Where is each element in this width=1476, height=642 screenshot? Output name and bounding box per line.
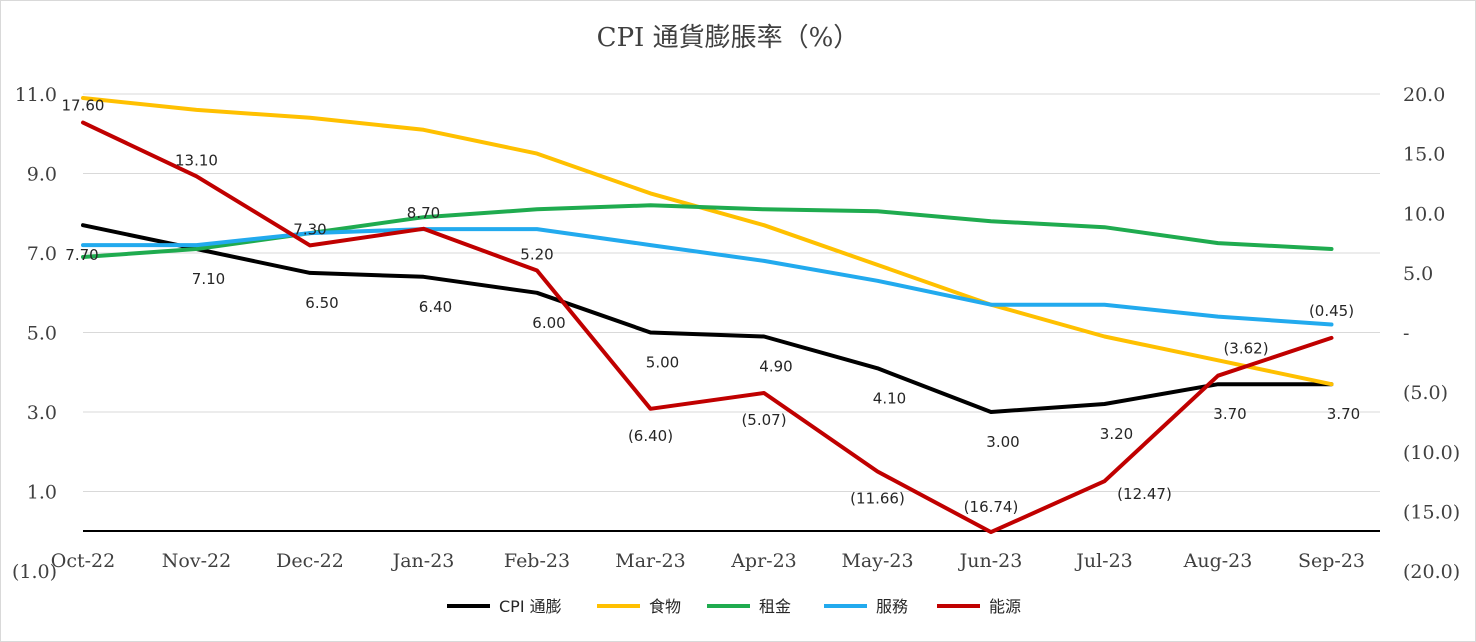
energy-data-label: 5.20 — [520, 245, 553, 263]
series-line — [81, 120, 1334, 535]
energy-data-label: (3.62) — [1223, 340, 1268, 358]
cpi-data-label: 4.90 — [759, 357, 792, 375]
legend: CPI 通膨 食物 租金 服務 能源 — [447, 597, 1021, 616]
legend-label: 租金 — [759, 597, 791, 616]
series-line — [81, 227, 1334, 327]
x-tick-label: Oct-22 — [51, 550, 115, 572]
left-tick-label: 9.0 — [27, 164, 57, 186]
cpi-data-label: 3.20 — [1100, 425, 1133, 443]
x-axis: Oct-22 Nov-22 Dec-22 Jan-23 Feb-23 Mar-23 Apr-… — [51, 550, 1365, 572]
x-tick-label: May-23 — [841, 550, 913, 572]
cpi-data-label: 5.00 — [646, 354, 679, 372]
series-line — [81, 223, 1334, 414]
data-labels: 7.70 7.10 6.50 6.40 6.00 5.00 4.90 4.10 3.00 3.20… — [62, 97, 1361, 517]
legend-label: CPI 通膨 — [499, 597, 562, 616]
x-tick-label: Jun-23 — [958, 550, 1023, 572]
right-tick-label: (5.0) — [1403, 382, 1448, 404]
energy-data-label: 7.30 — [293, 220, 326, 238]
right-tick-label: - — [1403, 323, 1409, 345]
legend-label: 食物 — [649, 597, 681, 616]
x-tick-label: Aug-23 — [1183, 550, 1253, 572]
cpi-data-label: 7.10 — [192, 270, 225, 288]
cpi-data-label: 3.00 — [986, 433, 1019, 451]
legend-label: 能源 — [989, 597, 1021, 616]
energy-data-label: (11.66) — [850, 490, 905, 508]
right-tick-label: (20.0) — [1403, 561, 1460, 583]
cpi-data-label: 3.70 — [1213, 405, 1246, 423]
left-tick-label: 7.0 — [27, 243, 57, 265]
cpi-data-label: 3.70 — [1327, 405, 1360, 423]
cpi-data-label: 7.70 — [65, 246, 98, 264]
left-tick-label: 3.0 — [27, 402, 57, 424]
left-tick-label: 5.0 — [27, 323, 57, 345]
x-tick-label: Feb-23 — [504, 550, 570, 572]
series-line — [81, 203, 1334, 259]
right-tick-label: 10.0 — [1403, 203, 1445, 225]
x-tick-label: Mar-23 — [615, 550, 685, 572]
series-lines — [81, 96, 1334, 535]
energy-data-label: (12.47) — [1117, 485, 1172, 503]
energy-data-label: (0.45) — [1309, 302, 1354, 320]
chart-title: CPI 通貨膨脹率（%） — [597, 23, 860, 53]
left-tick-label: (1.0) — [12, 561, 57, 583]
x-tick-label: Dec-22 — [276, 550, 344, 572]
right-tick-label: (15.0) — [1403, 501, 1460, 523]
energy-data-label: 17.60 — [62, 97, 105, 115]
energy-data-label: (16.74) — [964, 498, 1019, 516]
cpi-data-label: 6.40 — [419, 298, 452, 316]
energy-data-label: (6.40) — [628, 427, 673, 445]
gridlines — [83, 93, 1380, 492]
energy-data-label: 8.70 — [407, 204, 440, 222]
right-tick-label: 20.0 — [1403, 84, 1445, 106]
energy-data-label: (5.07) — [741, 411, 786, 429]
left-y-axis: (1.0) 1.0 3.0 5.0 7.0 9.0 11.0 — [12, 84, 57, 583]
left-tick-label: 1.0 — [27, 482, 57, 504]
cpi-data-label: 6.00 — [532, 314, 565, 332]
cpi-data-label: 6.50 — [305, 294, 338, 312]
x-tick-label: Apr-23 — [730, 550, 797, 572]
right-tick-label: 15.0 — [1403, 144, 1445, 166]
right-y-axis: (20.0) (15.0) (10.0) (5.0) - 5.0 10.0 15.0 20.0 — [1403, 84, 1460, 583]
cpi-data-label: 4.10 — [873, 389, 906, 407]
left-tick-label: 11.0 — [15, 84, 57, 106]
right-tick-label: 5.0 — [1403, 263, 1433, 285]
series-line — [81, 96, 1334, 387]
x-tick-label: Nov-22 — [162, 550, 231, 572]
x-tick-label: Jan-23 — [391, 550, 455, 572]
legend-label: 服務 — [876, 597, 908, 616]
x-tick-label: Jul-23 — [1074, 550, 1133, 572]
x-tick-label: Sep-23 — [1298, 550, 1365, 572]
right-tick-label: (10.0) — [1403, 442, 1460, 464]
energy-data-label: 13.10 — [175, 151, 218, 169]
